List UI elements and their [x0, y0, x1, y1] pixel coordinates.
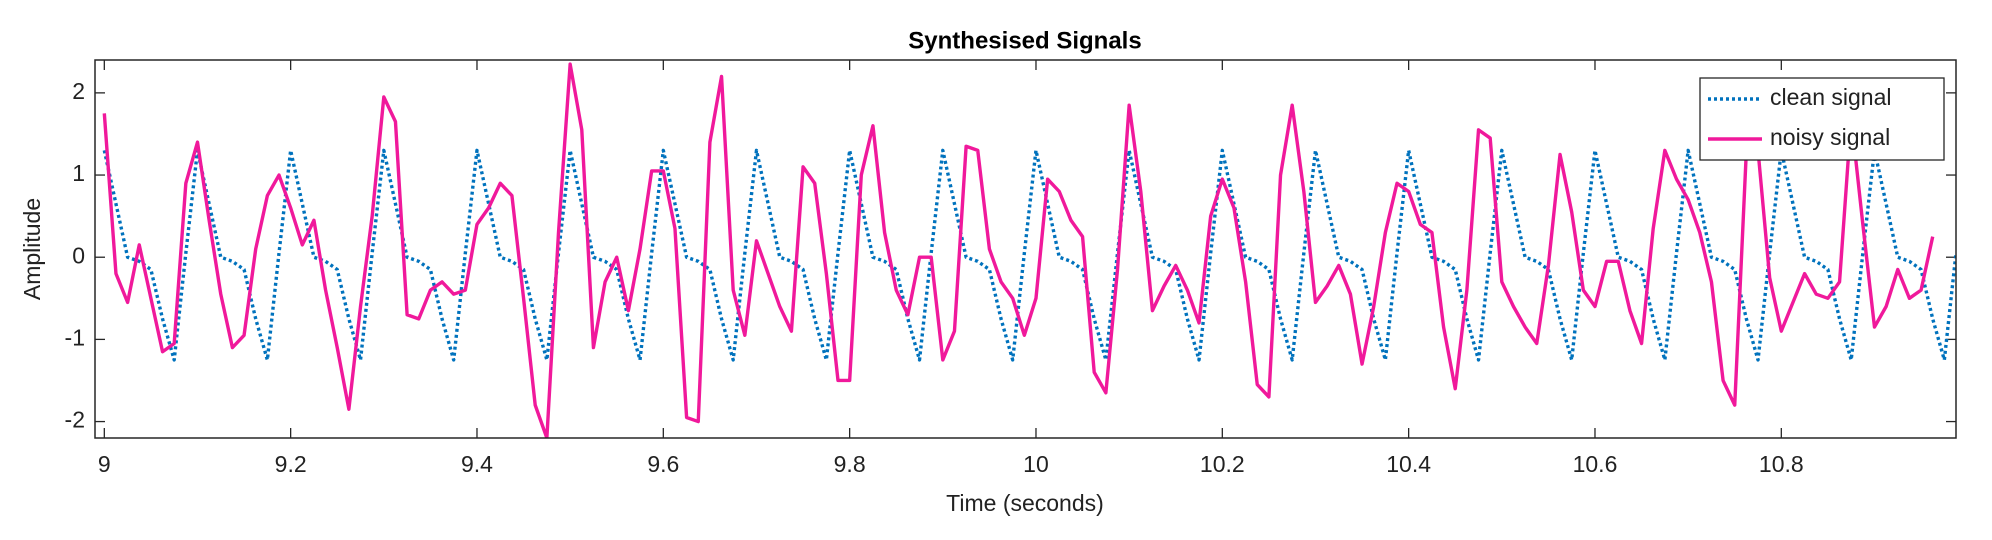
x-tick-label: 10.8	[1759, 451, 1804, 477]
x-tick-label: 9.6	[647, 451, 679, 477]
series-line	[102, 62, 1935, 438]
legend-box	[1699, 77, 1945, 161]
y-tick-label: -2	[65, 407, 85, 433]
y-tick-label: -1	[65, 324, 85, 350]
x-tick-label: 10.2	[1200, 451, 1245, 477]
x-axis-label: Time (seconds)	[946, 490, 1104, 516]
x-tick-label: 9.8	[834, 451, 866, 477]
chart-title: Synthesised Signals	[908, 27, 1141, 54]
y-tick-label: 0	[72, 242, 85, 268]
x-tick-label: 10	[1023, 451, 1049, 477]
plot-area	[102, 62, 1956, 438]
x-tick-label: 9	[98, 451, 111, 477]
x-tick-label: 9.2	[275, 451, 307, 477]
x-tick-label: 9.4	[461, 451, 493, 477]
x-tick-label: 10.4	[1386, 451, 1431, 477]
x-tick-label: 10.6	[1573, 451, 1618, 477]
y-axis-label: Amplitude	[19, 198, 45, 300]
series-line	[102, 148, 1956, 362]
legend-label: clean signal	[1770, 84, 1891, 110]
axes-box	[94, 59, 1957, 439]
legend-label: noisy signal	[1770, 124, 1890, 150]
y-tick-label: 1	[72, 160, 85, 186]
y-tick-label: 2	[72, 78, 85, 104]
